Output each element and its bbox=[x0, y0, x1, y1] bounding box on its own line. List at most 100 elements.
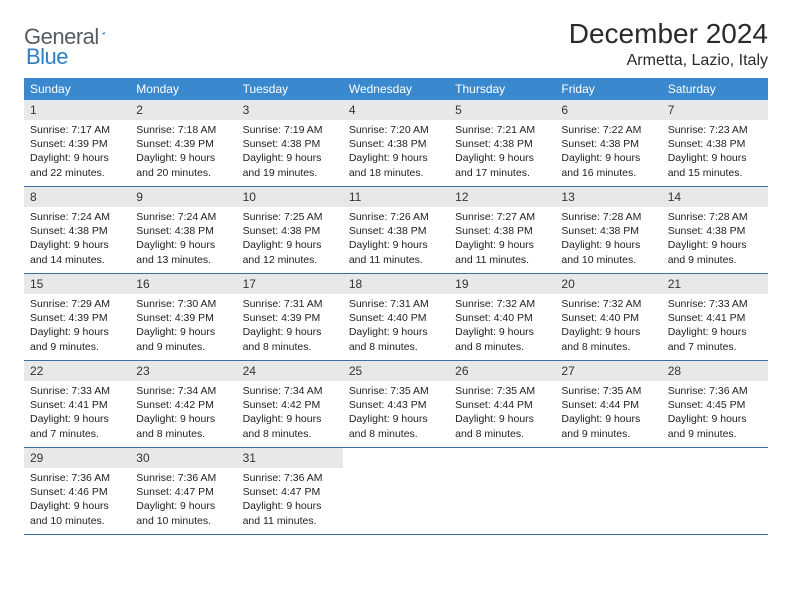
day-number: 29 bbox=[24, 448, 130, 468]
day-cell: 28Sunrise: 7:36 AMSunset: 4:45 PMDayligh… bbox=[662, 361, 768, 447]
daylight-line-1: Daylight: 9 hours bbox=[668, 325, 762, 339]
day-cell: 7Sunrise: 7:23 AMSunset: 4:38 PMDaylight… bbox=[662, 100, 768, 186]
sunset-text: Sunset: 4:38 PM bbox=[561, 224, 655, 238]
sunset-text: Sunset: 4:46 PM bbox=[30, 485, 124, 499]
day-number: 19 bbox=[449, 274, 555, 294]
daylight-line-1: Daylight: 9 hours bbox=[243, 325, 337, 339]
day-cell: 1 Sunrise: 7:17 AMSunset: 4:39 PMDaylight… bbox=[24, 100, 130, 186]
day-number: 16 bbox=[130, 274, 236, 294]
day-body: Sunrise: 7:22 AMSunset: 4:38 PMDaylight:… bbox=[555, 120, 661, 185]
sunrise-text: Sunrise: 7:34 AM bbox=[243, 384, 337, 398]
daylight-line-1: Daylight: 9 hours bbox=[30, 151, 124, 165]
day-body: Sunrise: 7:31 AMSunset: 4:39 PMDaylight:… bbox=[237, 294, 343, 359]
week-row: 1Sunrise: 7:17 AMSunset: 4:39 PMDaylight… bbox=[24, 100, 768, 187]
day-body: Sunrise: 7:36 AMSunset: 4:47 PMDaylight:… bbox=[237, 468, 343, 533]
day-body: Sunrise: 7:28 AMSunset: 4:38 PMDaylight:… bbox=[662, 207, 768, 272]
day-body: Sunrise: 7:36 AMSunset: 4:45 PMDaylight:… bbox=[662, 381, 768, 446]
sunset-text: Sunset: 4:40 PM bbox=[455, 311, 549, 325]
day-body: Sunrise: 7:27 AMSunset: 4:38 PMDaylight:… bbox=[449, 207, 555, 272]
day-number: 9 bbox=[130, 187, 236, 207]
sunset-text: Sunset: 4:47 PM bbox=[243, 485, 337, 499]
sunset-text: Sunset: 4:42 PM bbox=[243, 398, 337, 412]
day-cell: 3Sunrise: 7:19 AMSunset: 4:38 PMDaylight… bbox=[237, 100, 343, 186]
day-cell: 23Sunrise: 7:34 AMSunset: 4:42 PMDayligh… bbox=[130, 361, 236, 447]
daylight-line-1: Daylight: 9 hours bbox=[136, 499, 230, 513]
empty-day-cell bbox=[555, 448, 661, 534]
day-body: Sunrise: 7:31 AMSunset: 4:40 PMDaylight:… bbox=[343, 294, 449, 359]
sunrise-text: Sunrise: 7:25 AM bbox=[243, 210, 337, 224]
day-body: Sunrise: 7:24 AMSunset: 4:38 PMDaylight:… bbox=[130, 207, 236, 272]
day-number: 28 bbox=[662, 361, 768, 381]
day-body: Sunrise: 7:35 AMSunset: 4:43 PMDaylight:… bbox=[343, 381, 449, 446]
sunset-text: Sunset: 4:43 PM bbox=[349, 398, 443, 412]
empty-day-cell bbox=[343, 448, 449, 534]
sunset-text: Sunset: 4:40 PM bbox=[561, 311, 655, 325]
day-number: 7 bbox=[662, 100, 768, 120]
title-block: December 2024 Armetta, Lazio, Italy bbox=[569, 18, 768, 70]
daylight-line-1: Daylight: 9 hours bbox=[349, 412, 443, 426]
day-number: 3 bbox=[237, 100, 343, 120]
day-cell: 25Sunrise: 7:35 AMSunset: 4:43 PMDayligh… bbox=[343, 361, 449, 447]
sunrise-text: Sunrise: 7:29 AM bbox=[30, 297, 124, 311]
day-body: Sunrise: 7:35 AMSunset: 4:44 PMDaylight:… bbox=[555, 381, 661, 446]
weekday-saturday: Saturday bbox=[662, 78, 768, 100]
daylight-line-2: and 7 minutes. bbox=[30, 427, 124, 441]
daylight-line-2: and 16 minutes. bbox=[561, 166, 655, 180]
sunrise-text: Sunrise: 7:33 AM bbox=[668, 297, 762, 311]
sunrise-text: Sunrise: 7:35 AM bbox=[349, 384, 443, 398]
daylight-line-2: and 8 minutes. bbox=[349, 340, 443, 354]
day-body: Sunrise: 7:33 AMSunset: 4:41 PMDaylight:… bbox=[24, 381, 130, 446]
day-body: Sunrise: 7:25 AMSunset: 4:38 PMDaylight:… bbox=[237, 207, 343, 272]
daylight-line-1: Daylight: 9 hours bbox=[136, 412, 230, 426]
day-number: 14 bbox=[662, 187, 768, 207]
day-cell: 24Sunrise: 7:34 AMSunset: 4:42 PMDayligh… bbox=[237, 361, 343, 447]
day-number: 30 bbox=[130, 448, 236, 468]
day-cell: 11Sunrise: 7:26 AMSunset: 4:38 PMDayligh… bbox=[343, 187, 449, 273]
day-number: 1 bbox=[24, 100, 130, 120]
day-number: 5 bbox=[449, 100, 555, 120]
sunset-text: Sunset: 4:42 PM bbox=[136, 398, 230, 412]
sail-icon bbox=[102, 26, 105, 40]
sunset-text: Sunset: 4:39 PM bbox=[30, 137, 124, 151]
day-body: Sunrise: 7:23 AMSunset: 4:38 PMDaylight:… bbox=[662, 120, 768, 185]
day-body: Sunrise: 7:35 AMSunset: 4:44 PMDaylight:… bbox=[449, 381, 555, 446]
daylight-line-2: and 14 minutes. bbox=[30, 253, 124, 267]
day-number: 24 bbox=[237, 361, 343, 381]
day-body: Sunrise: 7:19 AMSunset: 4:38 PMDaylight:… bbox=[237, 120, 343, 185]
sunset-text: Sunset: 4:45 PM bbox=[668, 398, 762, 412]
sunset-text: Sunset: 4:38 PM bbox=[668, 224, 762, 238]
sunrise-text: Sunrise: 7:17 AM bbox=[30, 123, 124, 137]
day-number: 23 bbox=[130, 361, 236, 381]
day-cell: 2Sunrise: 7:18 AMSunset: 4:39 PMDaylight… bbox=[130, 100, 236, 186]
daylight-line-2: and 9 minutes. bbox=[561, 427, 655, 441]
day-body: Sunrise: 7:34 AMSunset: 4:42 PMDaylight:… bbox=[130, 381, 236, 446]
daylight-line-1: Daylight: 9 hours bbox=[561, 325, 655, 339]
sunset-text: Sunset: 4:38 PM bbox=[349, 224, 443, 238]
sunrise-text: Sunrise: 7:19 AM bbox=[243, 123, 337, 137]
day-cell: 15Sunrise: 7:29 AMSunset: 4:39 PMDayligh… bbox=[24, 274, 130, 360]
sunset-text: Sunset: 4:38 PM bbox=[455, 137, 549, 151]
daylight-line-1: Daylight: 9 hours bbox=[243, 151, 337, 165]
daylight-line-2: and 11 minutes. bbox=[455, 253, 549, 267]
sunrise-text: Sunrise: 7:22 AM bbox=[561, 123, 655, 137]
sunset-text: Sunset: 4:47 PM bbox=[136, 485, 230, 499]
day-cell: 27Sunrise: 7:35 AMSunset: 4:44 PMDayligh… bbox=[555, 361, 661, 447]
sunset-text: Sunset: 4:44 PM bbox=[455, 398, 549, 412]
day-body: Sunrise: 7:34 AMSunset: 4:42 PMDaylight:… bbox=[237, 381, 343, 446]
sunrise-text: Sunrise: 7:36 AM bbox=[30, 471, 124, 485]
day-cell: 29Sunrise: 7:36 AMSunset: 4:46 PMDayligh… bbox=[24, 448, 130, 534]
daylight-line-1: Daylight: 9 hours bbox=[30, 238, 124, 252]
sunset-text: Sunset: 4:38 PM bbox=[668, 137, 762, 151]
day-cell: 21Sunrise: 7:33 AMSunset: 4:41 PMDayligh… bbox=[662, 274, 768, 360]
daylight-line-1: Daylight: 9 hours bbox=[136, 151, 230, 165]
sunrise-text: Sunrise: 7:18 AM bbox=[136, 123, 230, 137]
day-number: 17 bbox=[237, 274, 343, 294]
daylight-line-1: Daylight: 9 hours bbox=[349, 238, 443, 252]
weekday-header-row: Sunday Monday Tuesday Wednesday Thursday… bbox=[24, 78, 768, 100]
day-cell: 10Sunrise: 7:25 AMSunset: 4:38 PMDayligh… bbox=[237, 187, 343, 273]
day-body: Sunrise: 7:32 AMSunset: 4:40 PMDaylight:… bbox=[449, 294, 555, 359]
sunrise-text: Sunrise: 7:24 AM bbox=[136, 210, 230, 224]
day-cell: 22Sunrise: 7:33 AMSunset: 4:41 PMDayligh… bbox=[24, 361, 130, 447]
daylight-line-1: Daylight: 9 hours bbox=[455, 325, 549, 339]
daylight-line-1: Daylight: 9 hours bbox=[668, 151, 762, 165]
